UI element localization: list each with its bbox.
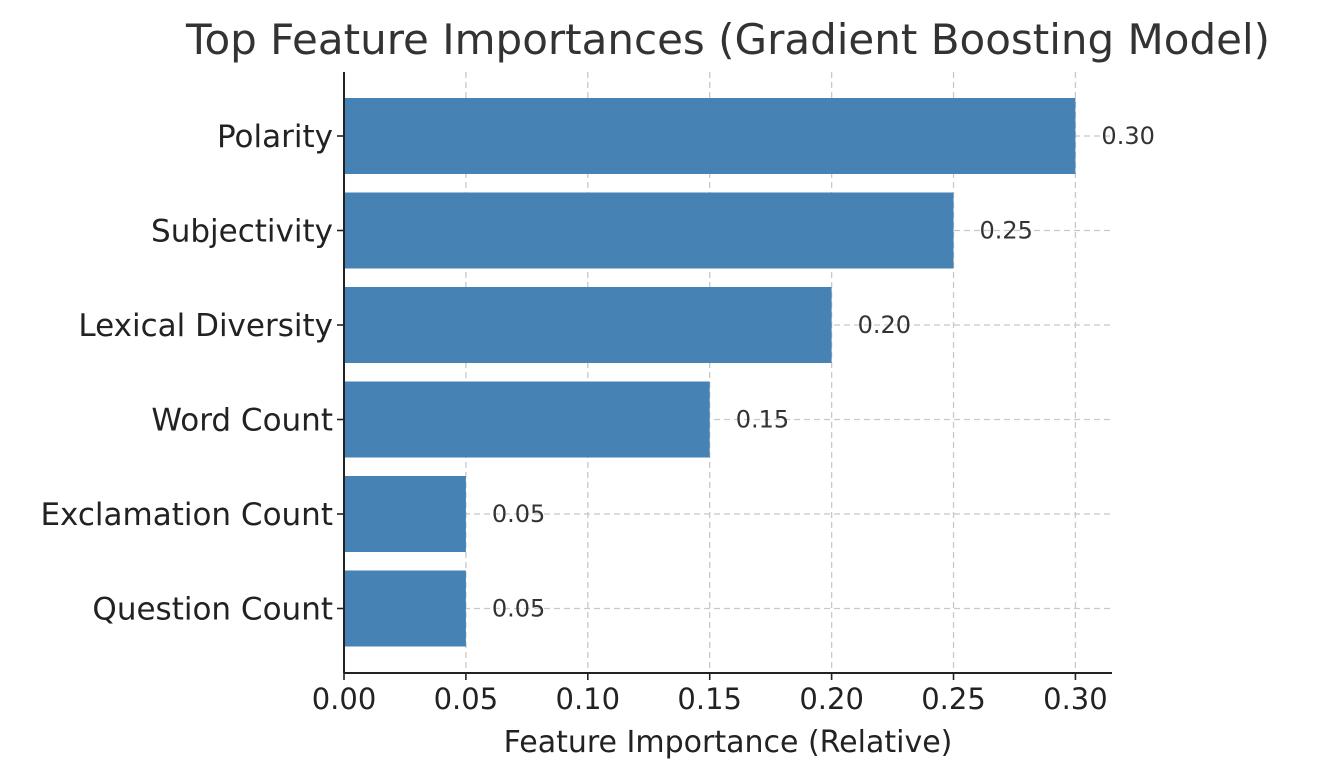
- bar-4: [344, 476, 466, 552]
- category-label-1: Subjectivity: [151, 214, 333, 250]
- x-tick-label-6: 0.30: [1043, 682, 1108, 716]
- bar-2: [344, 287, 832, 363]
- value-label-2: 0.20: [858, 311, 911, 339]
- category-label-5: Question Count: [92, 592, 333, 628]
- x-tick-label-3: 0.15: [677, 682, 742, 716]
- category-label-3: Word Count: [151, 403, 333, 439]
- value-label-5: 0.05: [492, 595, 545, 623]
- category-label-0: Polarity: [217, 119, 333, 155]
- bar-5: [344, 570, 466, 647]
- x-tick-label-2: 0.10: [556, 682, 621, 716]
- x-tick-label-1: 0.05: [434, 682, 499, 716]
- value-labels: 0.30 0.25 0.20 0.15 0.05 0.05: [492, 122, 1155, 623]
- category-label-4: Exclamation Count: [40, 497, 333, 533]
- category-label-2: Lexical Diversity: [78, 308, 333, 344]
- x-tick-label-0: 0.00: [312, 682, 377, 716]
- bar-3: [344, 381, 710, 458]
- x-axis-title: Feature Importance (Relative): [504, 725, 953, 760]
- bar-1: [344, 192, 954, 269]
- x-tick-label-4: 0.20: [799, 682, 864, 716]
- axes: Polarity Subjectivity Lexical Diversity Wor…: [40, 72, 1112, 716]
- chart-title: Top Feature Importances (Gradient Boosti…: [185, 15, 1270, 64]
- bars: [344, 98, 1076, 647]
- value-label-4: 0.05: [492, 500, 545, 528]
- value-label-1: 0.25: [980, 217, 1033, 245]
- bar-0: [344, 98, 1076, 174]
- x-tick-label-5: 0.25: [921, 682, 986, 716]
- value-label-3: 0.15: [736, 406, 789, 434]
- value-label-0: 0.30: [1101, 122, 1154, 150]
